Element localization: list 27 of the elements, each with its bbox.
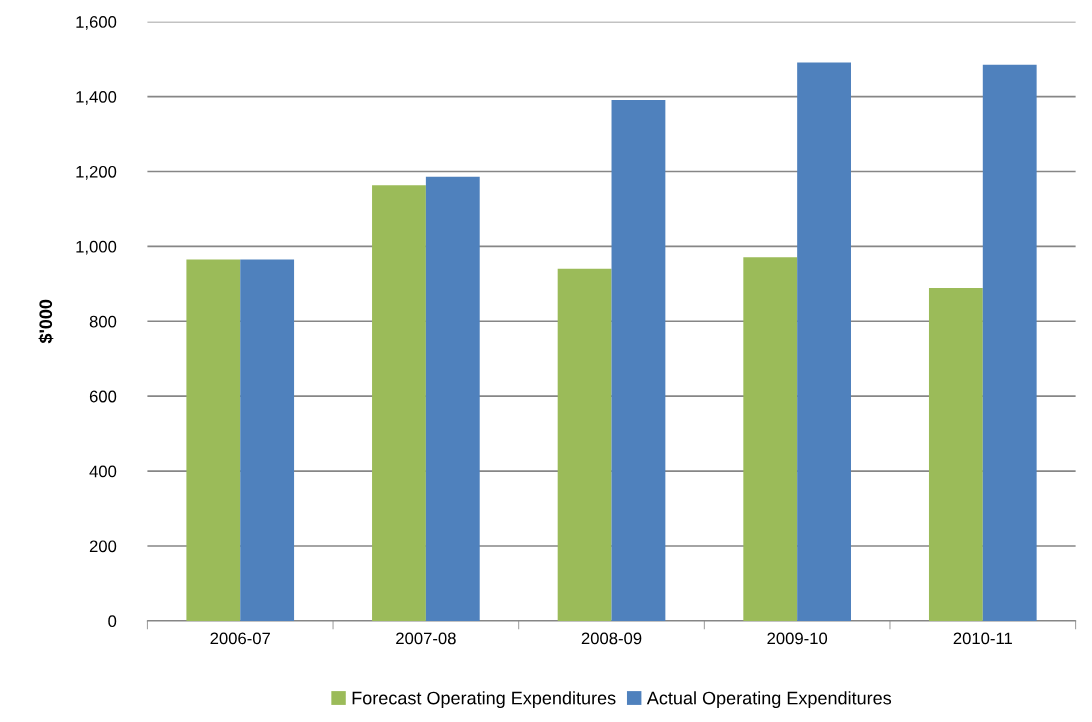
y-axis-title: $'000 (38, 299, 54, 344)
x-tick-label: 2006-07 (210, 632, 270, 645)
y-tick-label: 1,400 (76, 90, 117, 105)
x-tick-label: 2010-11 (953, 632, 1012, 645)
bar (743, 257, 798, 621)
y-tick-label: 800 (89, 315, 117, 328)
y-tick-label: 400 (89, 465, 117, 478)
x-tick-label: 2007-08 (396, 632, 456, 645)
y-tick-label: 1,200 (76, 165, 117, 180)
bar (982, 64, 1037, 621)
bar (186, 259, 241, 621)
bar (557, 268, 612, 621)
y-tick-label: 200 (89, 540, 117, 553)
bar (372, 185, 426, 621)
bar (928, 287, 983, 621)
bar (611, 99, 666, 621)
y-tick-label: 0 (108, 615, 117, 628)
legend-label: Actual Operating Expenditures (646, 691, 892, 709)
bar (797, 62, 851, 621)
y-tick-label: 1,000 (76, 240, 117, 255)
bar (425, 176, 480, 621)
x-tick-label: 2008-09 (581, 632, 642, 645)
legend-label: Forecast Operating Expenditures (352, 691, 616, 709)
bar (240, 259, 295, 621)
y-tick-label: 600 (89, 390, 117, 403)
x-tick-label: 2009-10 (767, 632, 828, 645)
y-tick-label: 1,600 (76, 16, 117, 30)
